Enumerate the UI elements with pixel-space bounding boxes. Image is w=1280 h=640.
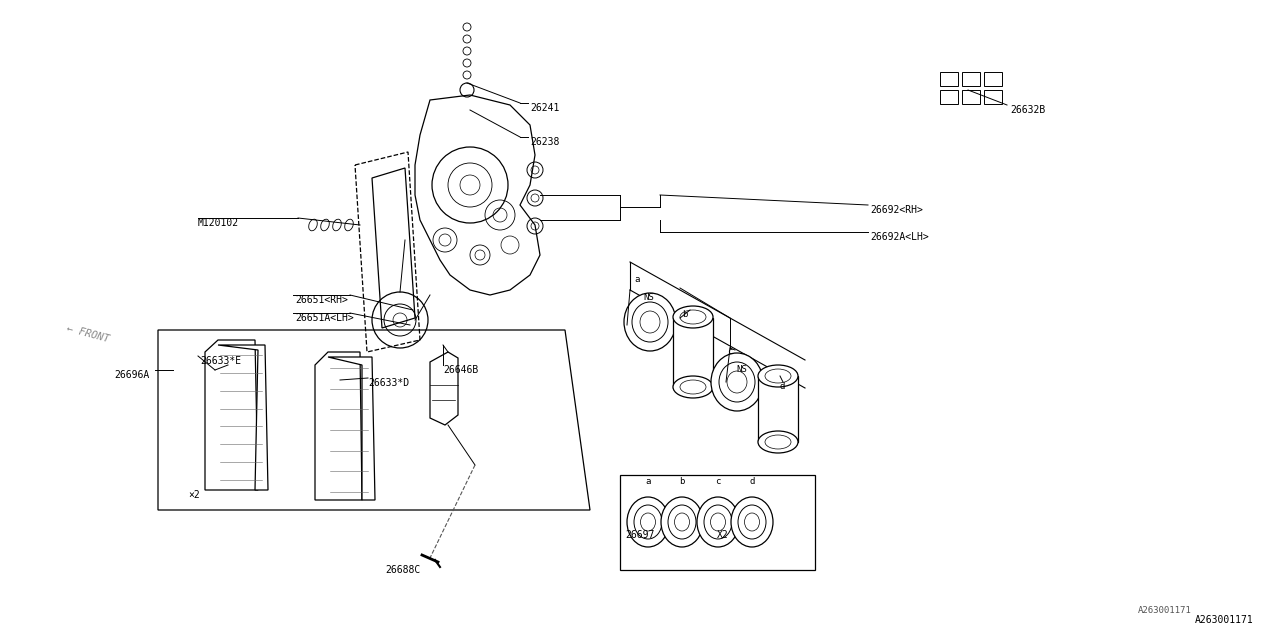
Text: b: b bbox=[680, 477, 685, 486]
Bar bbox=[963, 72, 980, 86]
Polygon shape bbox=[328, 357, 375, 500]
Bar bbox=[940, 72, 957, 86]
Text: 26632B: 26632B bbox=[1010, 105, 1046, 115]
Text: 26651<RH>: 26651<RH> bbox=[294, 295, 348, 305]
Polygon shape bbox=[315, 352, 362, 500]
Text: 26633*E: 26633*E bbox=[200, 356, 241, 366]
Ellipse shape bbox=[668, 505, 696, 539]
Text: c: c bbox=[727, 347, 732, 356]
Text: NS: NS bbox=[643, 293, 654, 302]
Text: 26692A<LH>: 26692A<LH> bbox=[870, 232, 929, 242]
Text: d: d bbox=[749, 477, 755, 486]
Text: a: a bbox=[645, 477, 650, 486]
Text: 26688C: 26688C bbox=[385, 565, 420, 575]
Text: 26692<RH>: 26692<RH> bbox=[870, 205, 923, 215]
Ellipse shape bbox=[758, 365, 797, 387]
Text: 26633*D: 26633*D bbox=[369, 378, 410, 388]
Ellipse shape bbox=[660, 497, 703, 547]
Polygon shape bbox=[218, 345, 268, 490]
Ellipse shape bbox=[625, 293, 676, 351]
Text: 26697: 26697 bbox=[625, 530, 654, 540]
Text: c: c bbox=[716, 477, 721, 486]
Polygon shape bbox=[415, 95, 540, 295]
Text: NS: NS bbox=[736, 365, 746, 374]
Ellipse shape bbox=[758, 431, 797, 453]
Text: X2: X2 bbox=[717, 530, 728, 540]
Ellipse shape bbox=[632, 302, 668, 342]
Text: ← FRONT: ← FRONT bbox=[65, 323, 110, 344]
Polygon shape bbox=[758, 376, 797, 442]
Ellipse shape bbox=[634, 505, 662, 539]
Text: 26646B: 26646B bbox=[443, 365, 479, 375]
Bar bbox=[940, 90, 957, 104]
Text: 26696A: 26696A bbox=[114, 370, 150, 380]
Bar bbox=[984, 72, 1002, 86]
Text: A263001171: A263001171 bbox=[1196, 615, 1253, 625]
Text: A263001171: A263001171 bbox=[1138, 606, 1192, 615]
Ellipse shape bbox=[627, 497, 669, 547]
Text: b: b bbox=[682, 310, 687, 319]
Text: ×2: ×2 bbox=[188, 490, 200, 500]
Bar bbox=[963, 90, 980, 104]
Text: d: d bbox=[780, 382, 786, 391]
Ellipse shape bbox=[719, 362, 755, 402]
Bar bbox=[984, 90, 1002, 104]
Ellipse shape bbox=[739, 505, 765, 539]
Polygon shape bbox=[205, 340, 259, 490]
Polygon shape bbox=[673, 318, 713, 388]
Text: 26241: 26241 bbox=[530, 103, 559, 113]
Text: M120102: M120102 bbox=[198, 218, 239, 228]
Ellipse shape bbox=[673, 306, 713, 328]
Text: a: a bbox=[634, 275, 640, 284]
Bar bbox=[620, 475, 815, 570]
Ellipse shape bbox=[698, 497, 739, 547]
Text: 26651A<LH>: 26651A<LH> bbox=[294, 313, 353, 323]
Ellipse shape bbox=[673, 376, 713, 398]
Ellipse shape bbox=[710, 353, 763, 411]
Ellipse shape bbox=[704, 505, 732, 539]
Ellipse shape bbox=[731, 497, 773, 547]
Text: 26238: 26238 bbox=[530, 137, 559, 147]
